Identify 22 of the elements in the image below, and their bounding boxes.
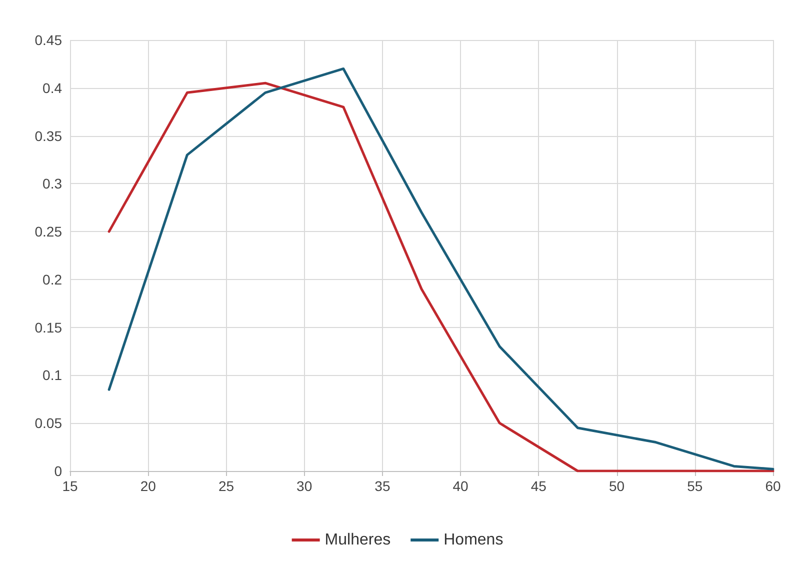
y-tick-label: 0.05 [34, 415, 62, 432]
x-tick-label: 60 [765, 478, 781, 494]
y-tick-label: 0.45 [34, 32, 62, 48]
y-tick-label: 0.25 [34, 224, 62, 240]
x-tick-label: 20 [140, 478, 156, 494]
legend-label: Mulheres [324, 532, 391, 548]
y-tick-label: 0.4 [42, 80, 62, 96]
y-tick-label: 0 [54, 463, 62, 479]
y-tick-label: 0.15 [34, 319, 62, 336]
x-tick-label: 30 [296, 478, 312, 494]
y-tick-label: 0.3 [42, 176, 62, 192]
y-tick-label: 0.1 [42, 367, 62, 384]
x-tick-label: 35 [374, 478, 390, 494]
x-tick-label: 15 [62, 478, 78, 494]
x-tick-label: 25 [218, 478, 234, 494]
x-tick-label: 50 [608, 478, 625, 494]
legend-label: Homens [444, 532, 504, 548]
y-tick-label: 0.2 [42, 271, 62, 288]
y-tick-label: 0.35 [34, 128, 62, 144]
x-tick-label: 40 [452, 478, 469, 494]
x-tick-label: 55 [687, 478, 703, 494]
x-tick-label: 45 [530, 478, 547, 494]
